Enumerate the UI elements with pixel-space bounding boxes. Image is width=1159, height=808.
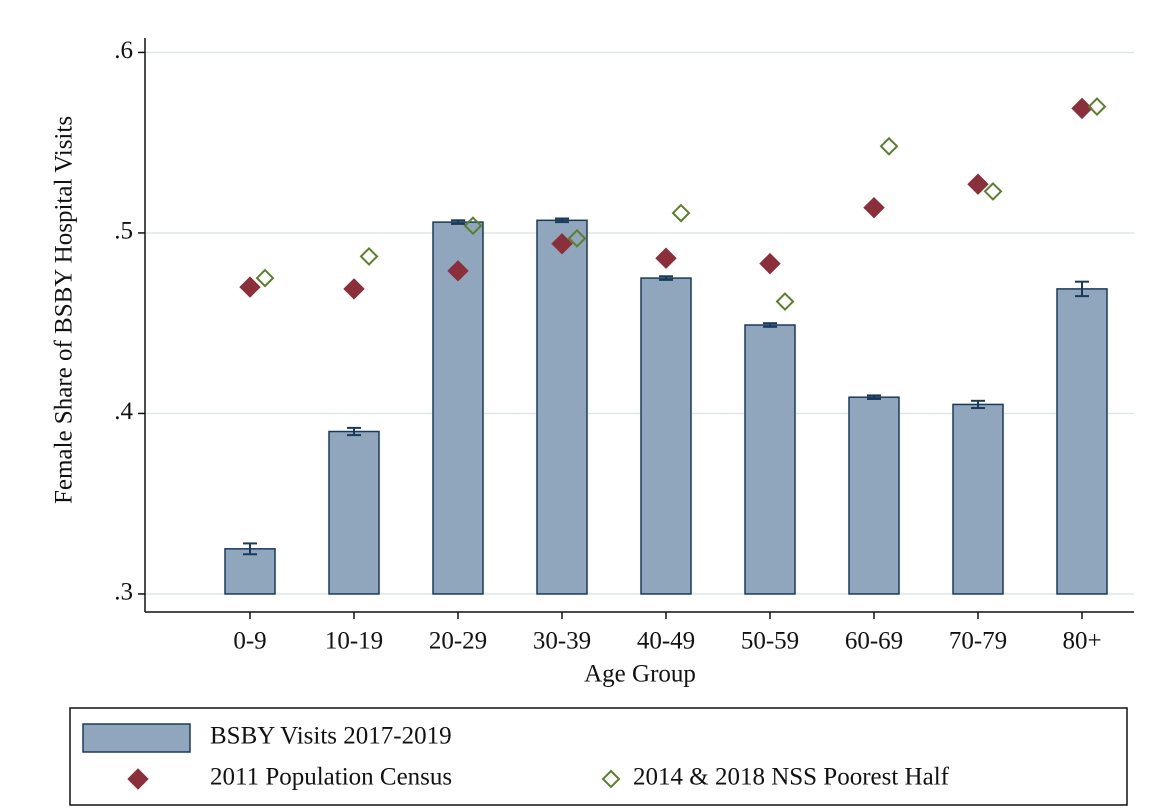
diamond-marker <box>447 260 469 282</box>
diamond-marker <box>759 252 781 275</box>
diamond-marker <box>1087 97 1107 117</box>
bar <box>744 324 796 595</box>
diamond-marker <box>343 278 365 300</box>
diamond-marker <box>983 182 1003 201</box>
x-axis-label: Age Group <box>584 661 696 688</box>
diamond-marker <box>463 216 483 236</box>
diamond-marker <box>359 246 379 266</box>
x-tick-label: 30-39 <box>533 628 591 655</box>
legend-label: 2014 & 2018 NSS Poorest Half <box>633 764 950 791</box>
x-tick-label: 70-79 <box>949 628 1007 655</box>
x-tick-label: 60-69 <box>845 628 903 655</box>
bar <box>640 277 692 595</box>
bar <box>1056 288 1108 595</box>
diamond-marker <box>671 203 691 223</box>
legend-label: BSBY Visits 2017-2019 <box>210 723 452 750</box>
bar <box>536 219 588 595</box>
bar <box>432 221 484 595</box>
legend-swatch <box>82 723 191 753</box>
x-tick-label: 80+ <box>1062 628 1101 655</box>
bar <box>328 430 380 595</box>
x-tick-label: 10-19 <box>325 628 383 655</box>
diamond-marker <box>239 276 261 298</box>
y-axis-label: Female Share of BSBY Hospital Visits <box>51 116 78 504</box>
legend-marker <box>601 769 621 789</box>
diamond-marker <box>655 247 677 269</box>
x-tick-label: 50-59 <box>741 628 799 655</box>
y-tick-label: .6 <box>114 37 133 64</box>
diamond-marker <box>567 228 587 248</box>
legend-marker <box>127 768 149 790</box>
diamond-marker <box>863 196 885 219</box>
legend-label: 2011 Population Census <box>210 764 452 791</box>
bar <box>848 396 900 595</box>
y-tick-label: .3 <box>114 579 133 606</box>
diamond-marker <box>775 292 795 311</box>
y-tick-label: .5 <box>114 218 133 245</box>
diamond-marker <box>967 173 989 195</box>
x-tick-label: 0-9 <box>233 628 266 655</box>
y-tick-label: .4 <box>114 398 133 425</box>
x-tick-label: 20-29 <box>429 628 487 655</box>
diamond-marker <box>551 233 573 255</box>
legend-box <box>69 707 1128 806</box>
diamond-marker <box>879 136 899 156</box>
x-tick-label: 40-49 <box>637 628 695 655</box>
diamond-marker <box>1071 97 1093 120</box>
diamond-marker <box>255 268 275 288</box>
bar <box>952 403 1004 595</box>
bar <box>224 548 276 595</box>
